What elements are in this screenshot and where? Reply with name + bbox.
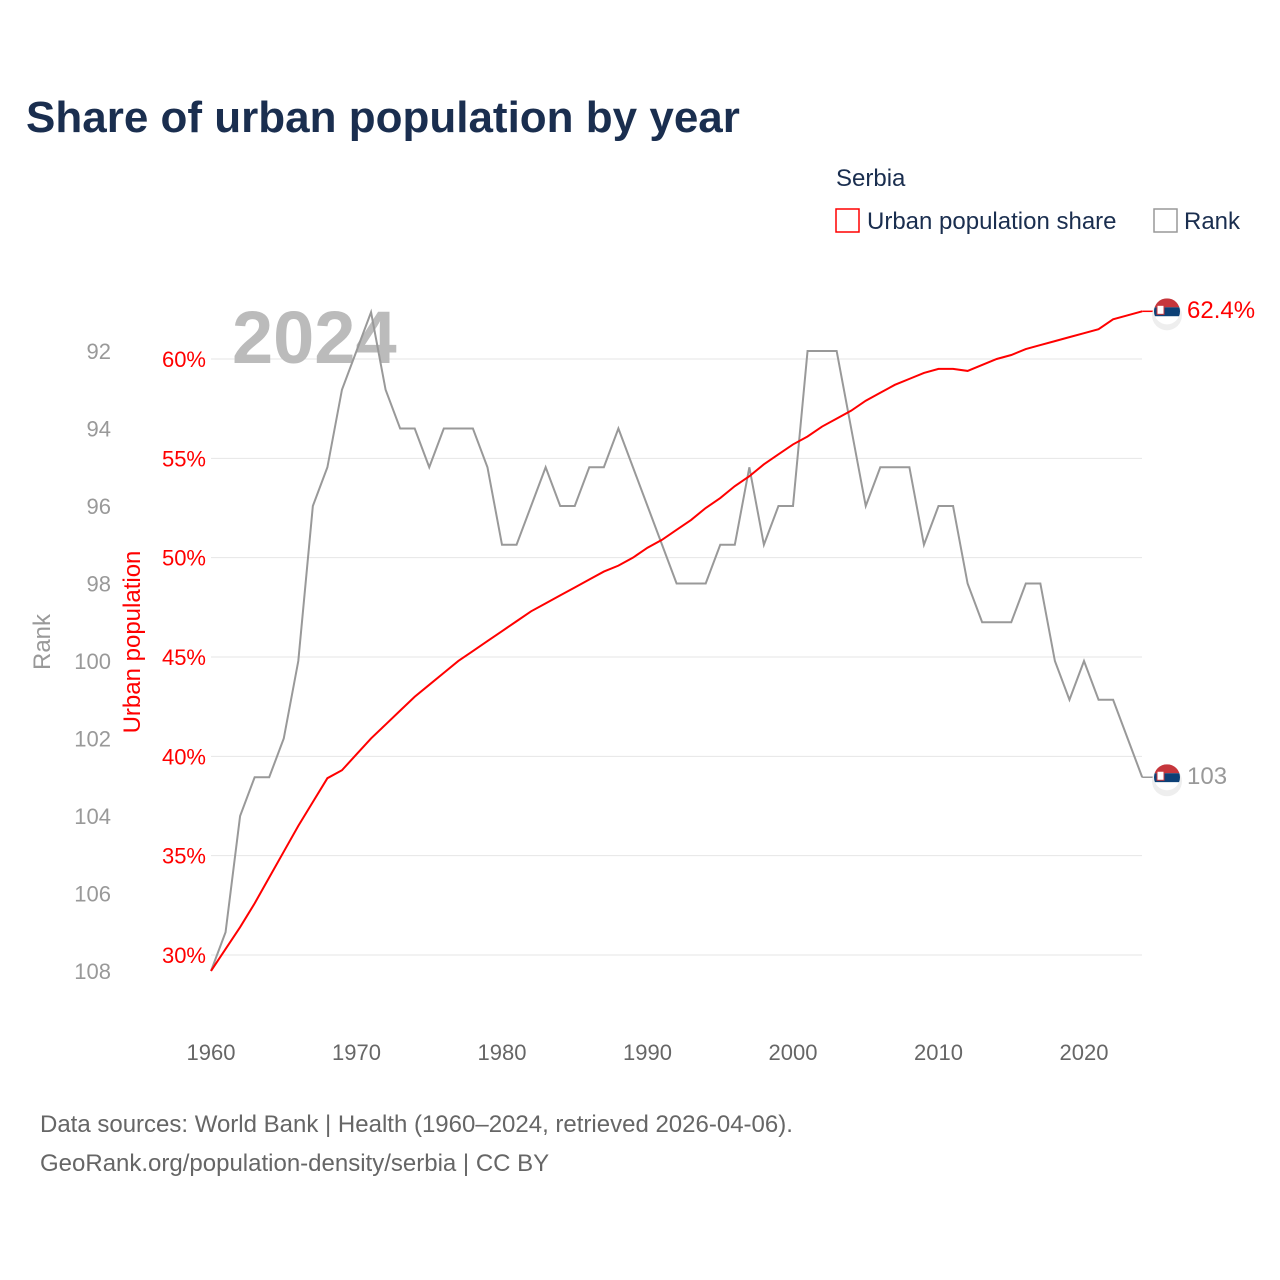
serbia-flag-icon: [1152, 764, 1182, 797]
rank-tick-label: 104: [74, 804, 111, 829]
source-line-2[interactable]: GeoRank.org/population-density/serbia | …: [40, 1150, 549, 1177]
legend-swatch-rank: [1153, 208, 1178, 233]
year-watermark: 2024: [232, 296, 397, 379]
source-line-1: Data sources: World Bank | Health (1960–…: [40, 1111, 793, 1138]
rank-tick-label: 100: [74, 649, 111, 674]
x-tick-label: 1990: [623, 1040, 672, 1065]
x-tick-label: 1960: [187, 1040, 236, 1065]
left-tick-label: 45%: [162, 645, 206, 670]
rank-tick-label: 94: [87, 417, 111, 442]
rank-tick-label: 108: [74, 959, 111, 984]
left-axis-label: Urban population: [119, 551, 146, 734]
rank-axis-label: Rank: [29, 613, 56, 670]
left-tick-label: 60%: [162, 347, 206, 372]
rank-series-line: [210, 308, 1144, 972]
rank-tick-label: 102: [74, 727, 111, 752]
rank-tick-label: 92: [87, 339, 111, 364]
chart-title: Share of urban population by year: [26, 93, 740, 142]
legend-label-rank[interactable]: Rank: [1184, 208, 1241, 235]
rank-end-label: 103: [1187, 763, 1227, 790]
x-tick-label: 1980: [478, 1040, 527, 1065]
left-tick-label: 35%: [162, 844, 206, 869]
x-tick-label: 2010: [914, 1040, 963, 1065]
serbia-flag-icon: [1152, 298, 1182, 331]
left-tick-label: 30%: [162, 943, 206, 968]
left-tick-label: 55%: [162, 446, 206, 471]
legend: Serbia Urban population share Rank: [835, 165, 1241, 235]
x-tick-label: 2020: [1060, 1040, 1109, 1065]
urban-end-label: 62.4%: [1187, 297, 1255, 324]
end-markers: [1142, 298, 1182, 797]
rank-tick-label: 96: [87, 494, 111, 519]
rank-tick-label: 106: [74, 882, 111, 907]
legend-swatch-urban: [835, 208, 860, 233]
x-axis: 1960 1970 1980 1990 2000 2010 2020: [187, 1040, 1109, 1065]
left-tick-label: 40%: [162, 744, 206, 769]
gridlines: [211, 358, 1142, 956]
rank-tick-label: 98: [87, 572, 111, 597]
legend-label-urban[interactable]: Urban population share: [867, 208, 1117, 235]
legend-title: Serbia: [836, 165, 906, 192]
x-tick-label: 2000: [769, 1040, 818, 1065]
rank-axis: 92 94 96 98 100 102 104 106 108: [74, 339, 111, 984]
left-tick-label: 50%: [162, 546, 206, 571]
urban-series-line: [210, 310, 1143, 972]
x-tick-label: 1970: [332, 1040, 381, 1065]
left-axis: 30% 35% 40% 45% 50% 55% 60%: [162, 347, 206, 968]
